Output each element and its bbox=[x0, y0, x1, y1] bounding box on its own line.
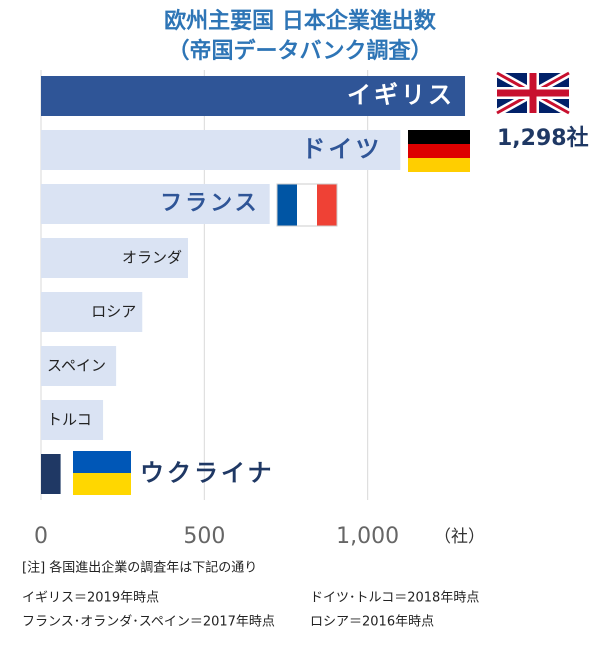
grid: 0 500 1,000 bbox=[34, 70, 399, 549]
note: イギリス＝2019年時点 bbox=[22, 591, 159, 606]
category-label: フランス bbox=[160, 191, 260, 216]
flag-uk bbox=[495, 69, 571, 117]
category-label: ウクライナ bbox=[140, 459, 275, 487]
chart-subtitle: （帝国データバンク調査） bbox=[167, 38, 432, 64]
chart-title: 欧州主要国 日本企業進出数 bbox=[164, 8, 437, 34]
bar bbox=[41, 76, 466, 116]
category-label: オランダ bbox=[122, 249, 182, 267]
x-tick-label: 1,000 bbox=[336, 524, 399, 549]
note: フランス･オランダ･スペイン＝2017年時点 bbox=[22, 615, 275, 630]
x-tick-label: 0 bbox=[34, 524, 48, 549]
x-tick-label: 500 bbox=[183, 524, 225, 549]
bar bbox=[41, 400, 104, 440]
category-label: ドイツ bbox=[301, 135, 382, 163]
note: [注] 各国進出企業の調査年は下記の通り bbox=[22, 560, 257, 576]
bar bbox=[41, 238, 188, 278]
x-unit: （社） bbox=[434, 527, 485, 547]
bar bbox=[41, 292, 143, 332]
value-label: 1,298社 bbox=[497, 125, 589, 151]
flag-ukraine bbox=[73, 451, 131, 495]
bar bbox=[41, 130, 401, 170]
note: ロシア＝2016年時点 bbox=[310, 615, 434, 630]
bar bbox=[41, 454, 61, 494]
category-label: イギリス bbox=[347, 81, 455, 109]
category-label: ロシア bbox=[91, 303, 136, 321]
bar bbox=[41, 184, 270, 224]
flag-france bbox=[276, 183, 338, 227]
bar bbox=[41, 346, 117, 386]
category-label: スペイン bbox=[47, 357, 106, 375]
flag-germany bbox=[408, 130, 470, 172]
category-label: トルコ bbox=[47, 411, 92, 429]
note: ドイツ･トルコ＝2018年時点 bbox=[310, 591, 479, 606]
